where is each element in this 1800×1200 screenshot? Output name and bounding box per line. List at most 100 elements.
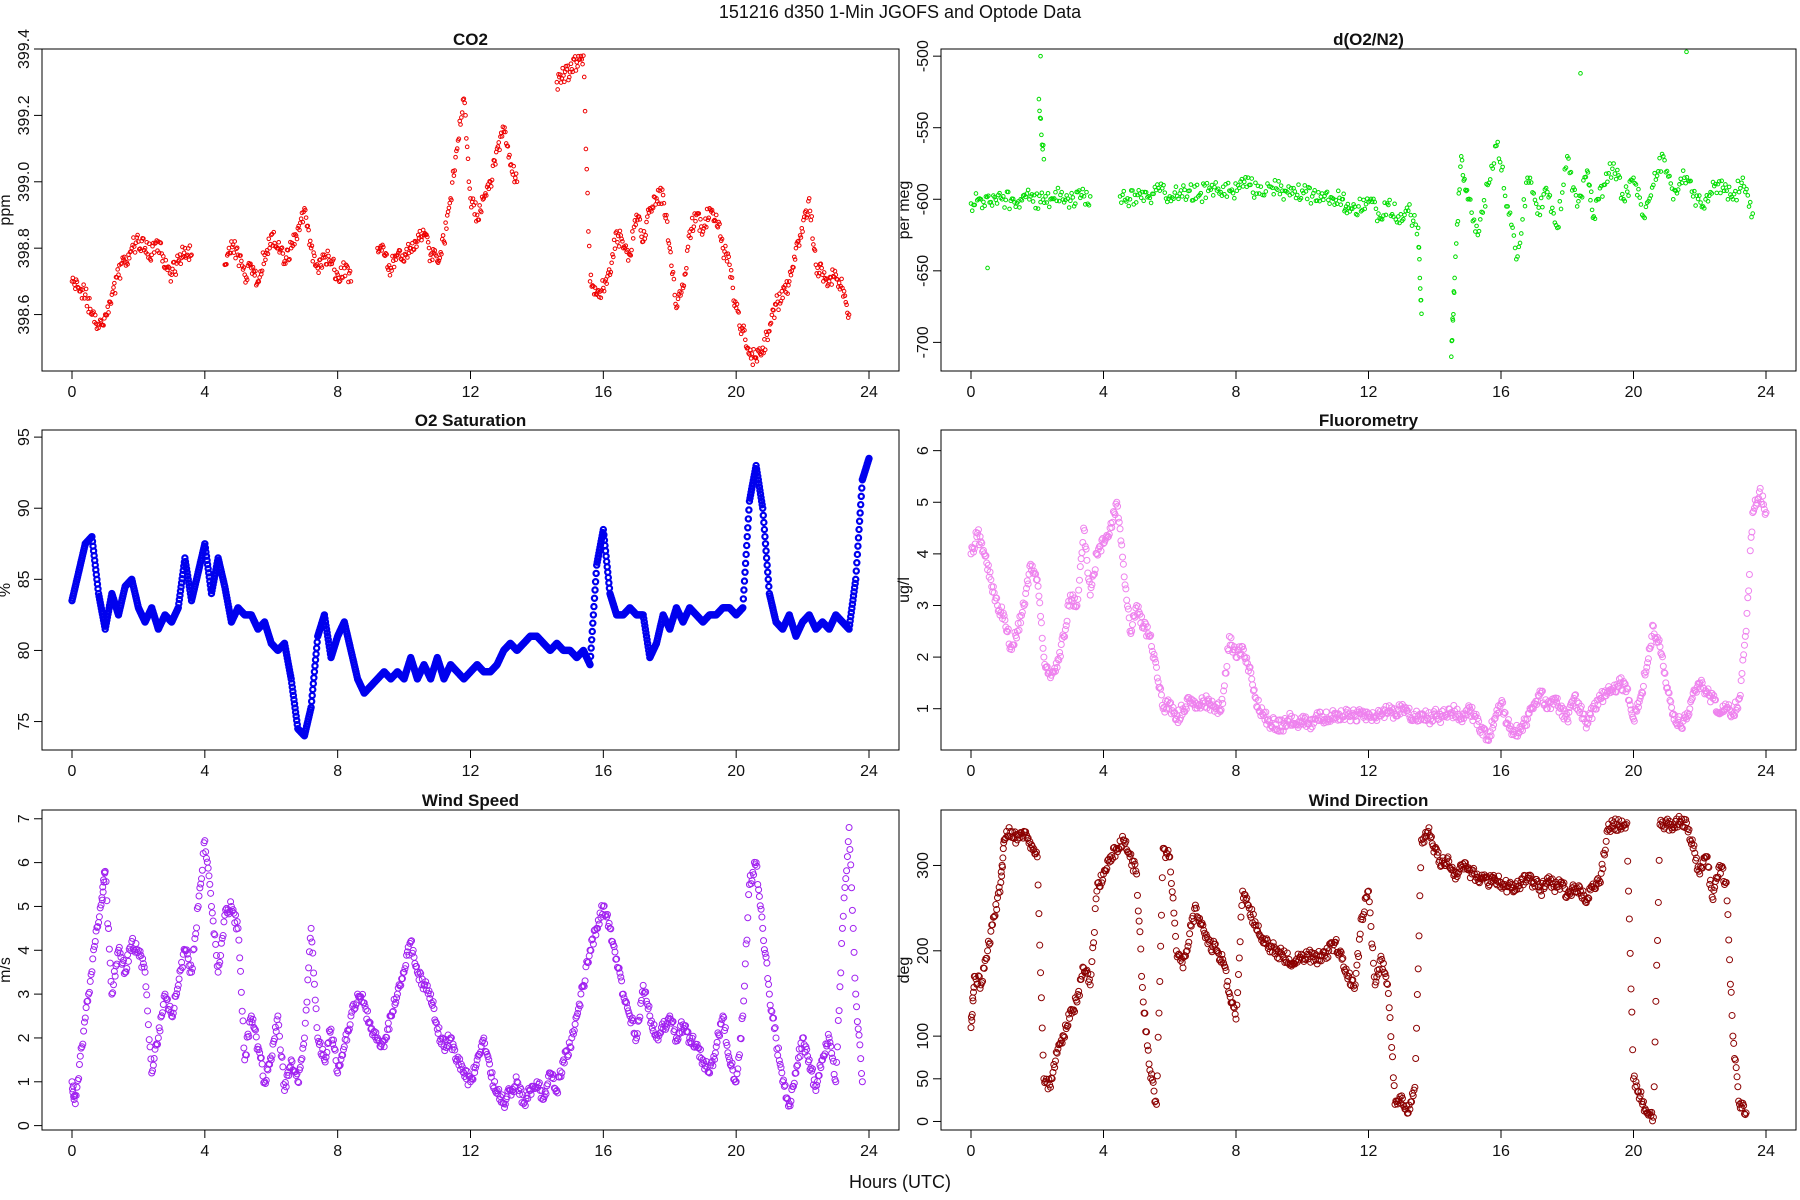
data-point <box>855 525 863 534</box>
data-point <box>157 1013 165 1021</box>
data-point <box>1405 208 1411 214</box>
data-point <box>752 461 760 470</box>
data-point <box>384 252 389 257</box>
x-tick-label: 8 <box>333 1143 342 1160</box>
data-point <box>310 258 316 264</box>
data-point <box>577 990 585 998</box>
data-point <box>1556 704 1564 712</box>
data-point <box>1292 189 1298 194</box>
data-point <box>1592 216 1598 222</box>
data-point <box>643 232 648 238</box>
data-point <box>109 989 117 997</box>
data-point <box>71 1100 79 1108</box>
data-point <box>1225 180 1231 186</box>
data-point <box>144 1007 152 1015</box>
data-point <box>1133 601 1141 609</box>
data-point <box>768 320 774 326</box>
data-point <box>1087 584 1095 592</box>
data-point <box>987 576 995 584</box>
data-point <box>669 1017 677 1025</box>
data-point <box>619 236 624 242</box>
data-point <box>592 285 598 290</box>
data-point <box>402 962 410 970</box>
data-point <box>576 1002 584 1010</box>
data-point <box>310 969 318 977</box>
data-point <box>620 239 625 244</box>
data-point <box>581 53 586 58</box>
data-point <box>1415 225 1421 231</box>
data-point <box>1748 528 1756 536</box>
y-axis-label: m/s <box>0 957 14 983</box>
data-point <box>181 554 189 562</box>
data-point <box>812 248 818 253</box>
data-point <box>1222 192 1227 197</box>
data-point <box>723 1041 731 1049</box>
data-point <box>1474 223 1479 229</box>
data-point <box>733 1070 741 1078</box>
data-point <box>986 568 994 576</box>
data-point <box>834 1016 842 1024</box>
data-point <box>761 532 769 541</box>
data-point <box>198 875 206 883</box>
data-point <box>1516 244 1522 250</box>
data-point <box>122 968 130 976</box>
data-point <box>758 500 766 509</box>
data-point <box>326 1028 334 1036</box>
data-point <box>271 229 277 235</box>
data-point <box>1409 223 1415 228</box>
data-point <box>389 1007 397 1015</box>
data-point <box>143 991 151 999</box>
data-point <box>749 351 755 357</box>
data-point <box>590 602 598 611</box>
data-point <box>841 288 847 294</box>
data-point <box>483 193 489 198</box>
y-tick-label: 75 <box>16 713 33 731</box>
data-point <box>1739 180 1744 186</box>
data-point <box>794 1054 802 1062</box>
data-point <box>582 108 588 114</box>
data-point <box>1082 545 1090 553</box>
data-point <box>313 638 321 646</box>
data-point <box>1084 189 1089 195</box>
data-point <box>1035 592 1043 600</box>
data-point <box>1462 176 1467 182</box>
x-tick-label: 8 <box>333 384 342 401</box>
data-point <box>1472 710 1480 718</box>
data-point <box>672 292 678 298</box>
data-point <box>1124 605 1132 613</box>
data-point <box>1283 717 1291 725</box>
y-tick-label: 4 <box>16 946 33 955</box>
data-point <box>688 235 693 241</box>
data-point <box>1480 725 1488 733</box>
data-point <box>629 247 634 253</box>
data-point <box>311 656 320 664</box>
data-point <box>777 291 782 297</box>
data-point <box>636 214 642 219</box>
data-point <box>1668 704 1676 712</box>
data-point <box>1356 204 1361 209</box>
data-point <box>1361 197 1366 203</box>
data-point <box>1150 650 1158 658</box>
data-point <box>1023 577 1031 585</box>
data-point <box>1061 626 1069 634</box>
data-point <box>581 977 589 985</box>
data-point <box>159 1001 167 1009</box>
data-point <box>156 250 162 256</box>
data-point <box>985 265 990 271</box>
data-point <box>175 975 183 983</box>
data-point <box>115 267 120 272</box>
data-point <box>92 312 98 318</box>
data-point <box>970 545 978 553</box>
data-point <box>730 285 736 291</box>
data-point <box>565 63 570 69</box>
data-point <box>1157 188 1163 193</box>
data-point <box>1355 708 1363 716</box>
data-point <box>1460 172 1466 178</box>
x-tick-label: 12 <box>462 1143 480 1160</box>
data-point <box>1194 182 1200 188</box>
data-point <box>998 603 1006 611</box>
data-point <box>1152 658 1160 666</box>
data-point <box>139 955 147 963</box>
data-point <box>1708 689 1716 697</box>
data-point <box>458 122 463 127</box>
